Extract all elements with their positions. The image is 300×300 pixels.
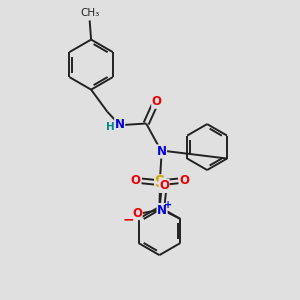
Text: +: + [164, 200, 172, 210]
Text: CH₃: CH₃ [80, 8, 99, 18]
Text: O: O [132, 206, 142, 220]
Text: N: N [157, 204, 167, 217]
Text: N: N [157, 145, 166, 158]
Text: O: O [152, 95, 162, 108]
Text: N: N [115, 118, 125, 131]
Text: −: − [123, 212, 135, 226]
Text: S: S [155, 175, 165, 190]
Text: H: H [106, 122, 115, 132]
Text: O: O [180, 174, 190, 188]
Text: O: O [130, 174, 140, 188]
Text: O: O [159, 179, 169, 192]
